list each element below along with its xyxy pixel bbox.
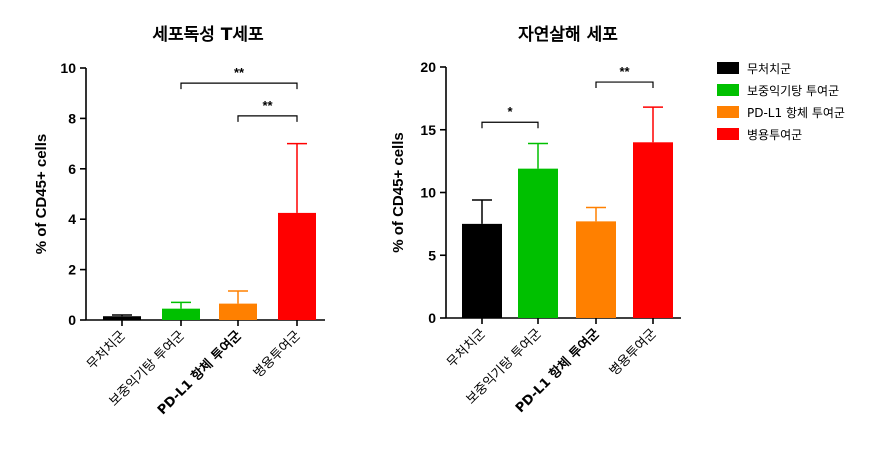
- bar: [219, 303, 257, 320]
- y-tick-label: 10: [420, 185, 436, 201]
- y-tick-label: 2: [68, 262, 76, 278]
- y-axis-label: % of CD45+ cells: [33, 134, 50, 254]
- y-tick-label: 0: [68, 312, 76, 328]
- y-tick-label: 6: [68, 161, 76, 177]
- y-tick-label: 8: [68, 110, 76, 126]
- y-tick-label: 15: [420, 122, 436, 138]
- bar: [103, 316, 141, 320]
- significance-bracket: [595, 81, 654, 89]
- significance-label: **: [619, 64, 630, 79]
- y-tick-label: 5: [428, 247, 436, 263]
- legend-swatch: [717, 84, 739, 96]
- x-tick-label: 무처치군: [444, 326, 488, 370]
- y-tick-label: 4: [68, 211, 76, 227]
- y-axis-label: % of CD45+ cells: [390, 132, 407, 252]
- legend-label: 보중익기탕 투여군: [747, 84, 839, 98]
- legend-swatch: [717, 106, 739, 118]
- y-tick-label: 20: [420, 59, 436, 75]
- legend-label: 병용투여군: [747, 128, 802, 142]
- significance-bracket: [481, 121, 539, 129]
- bar: [518, 168, 558, 318]
- bar: [462, 223, 502, 318]
- y-tick-label: 0: [428, 310, 436, 326]
- x-tick-label: 무처치군: [84, 328, 128, 372]
- significance-bracket: [237, 115, 298, 122]
- chart-title: 세포독성 T세포: [152, 25, 264, 45]
- significance-label: *: [507, 104, 513, 119]
- bar: [633, 142, 673, 318]
- legend-swatch: [717, 128, 739, 140]
- significance-label: **: [234, 65, 245, 80]
- x-tick-label: 병용투여군: [251, 328, 304, 381]
- bar: [162, 308, 200, 320]
- legend-swatch: [717, 62, 739, 74]
- chart-title: 자연살해 세포: [518, 25, 618, 45]
- bar: [278, 212, 316, 320]
- significance-label: **: [262, 98, 273, 113]
- legend-label: 무처치군: [747, 62, 791, 76]
- bar: [576, 221, 616, 318]
- significance-bracket: [180, 82, 298, 90]
- x-tick-label: 병용투여군: [607, 326, 660, 379]
- y-tick-label: 10: [60, 60, 76, 76]
- legend-label: PD-L1 항체 투여군: [747, 106, 845, 120]
